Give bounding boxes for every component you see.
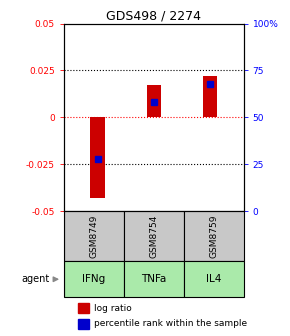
Bar — [78, 319, 89, 329]
Bar — [64, 261, 124, 297]
Text: GSM8749: GSM8749 — [89, 214, 98, 258]
Bar — [124, 261, 184, 297]
Title: GDS498 / 2274: GDS498 / 2274 — [106, 9, 201, 23]
Bar — [203, 76, 217, 117]
Text: agent: agent — [21, 274, 49, 284]
Text: percentile rank within the sample: percentile rank within the sample — [94, 319, 247, 328]
Text: IFNg: IFNg — [82, 274, 105, 284]
Bar — [184, 261, 244, 297]
Text: IL4: IL4 — [206, 274, 221, 284]
Bar — [147, 85, 161, 117]
Bar — [90, 117, 104, 198]
Bar — [124, 211, 184, 261]
Bar — [184, 211, 244, 261]
Text: GSM8754: GSM8754 — [149, 214, 158, 258]
Bar — [78, 303, 89, 313]
Text: TNFa: TNFa — [141, 274, 166, 284]
Text: GSM8759: GSM8759 — [209, 214, 218, 258]
Bar — [64, 211, 124, 261]
Text: log ratio: log ratio — [94, 303, 132, 312]
